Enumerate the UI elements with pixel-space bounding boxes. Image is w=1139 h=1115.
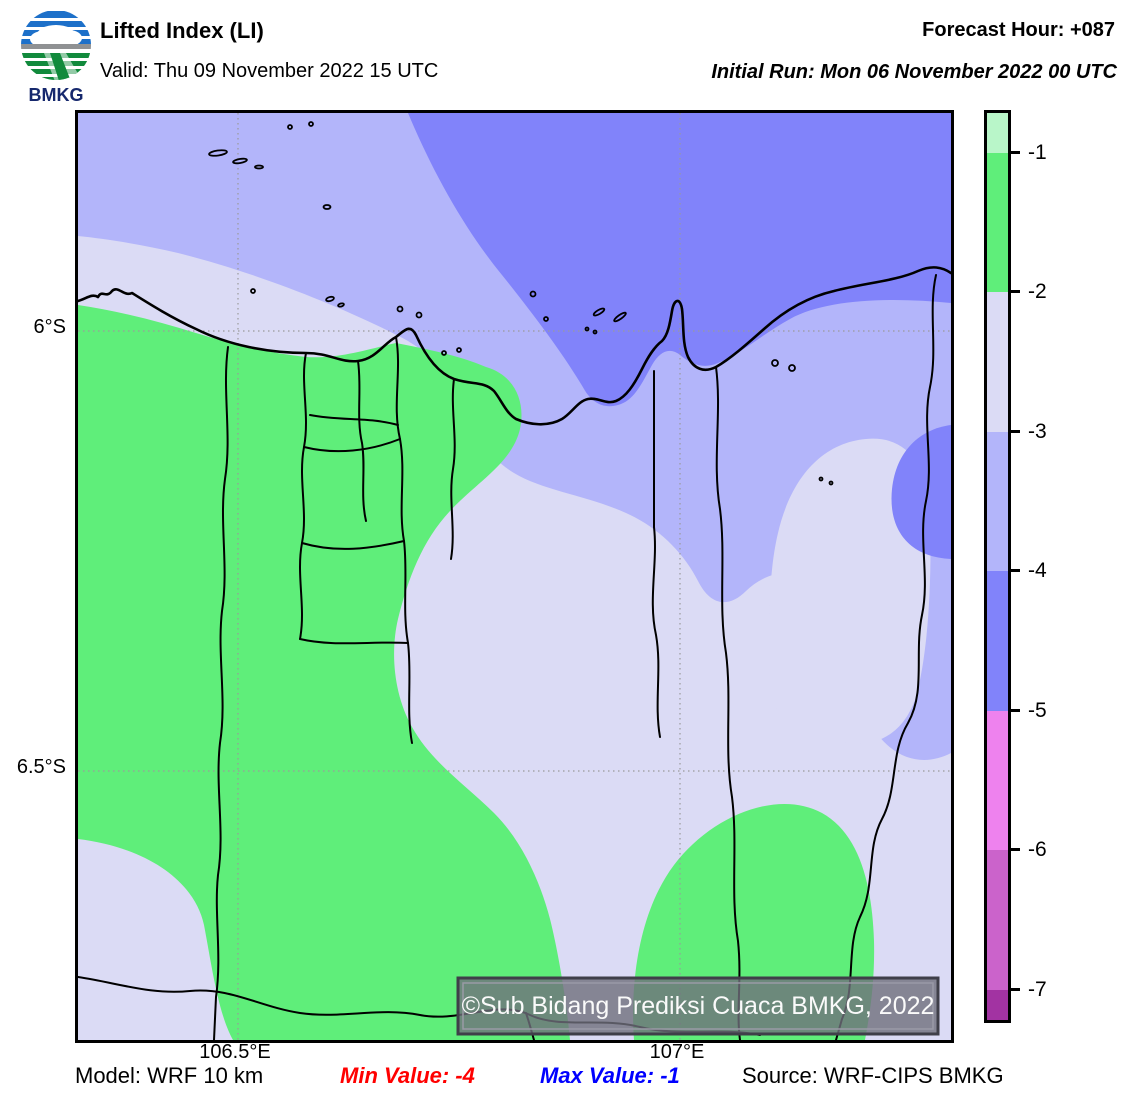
fill-blue-blob-right <box>891 425 951 559</box>
colorbar-seg-gt-1 <box>987 113 1008 153</box>
colorbar-label-1: -1 <box>1028 141 1047 164</box>
bmkg-logo: BMKG <box>14 6 98 111</box>
source-label: Source: WRF-CIPS BMKG <box>742 1063 1004 1088</box>
colorbar-seg-5-6 <box>987 711 1008 850</box>
colorbar-seg-6-7 <box>987 850 1008 990</box>
colorbar-tick-mark <box>1011 430 1020 433</box>
colorbar-label-5: -5 <box>1028 699 1047 722</box>
colorbar-seg-lt-7 <box>987 990 1008 1020</box>
max-value-label: Max Value: -1 <box>540 1063 680 1088</box>
colorbar-label-6: -6 <box>1028 838 1047 861</box>
fill-blue-top-right <box>408 113 951 407</box>
lon-tick-106-5e: 106.5°E <box>199 1041 271 1063</box>
watermark-text: ©Sub Bidang Prediksi Cuaca BMKG, 2022 <box>462 992 935 1020</box>
lat-tick-6-5s: 6.5°S <box>16 756 66 778</box>
colorbar-tick-mark <box>1011 151 1020 154</box>
colorbar-label-7: -7 <box>1028 978 1047 1001</box>
colorbar-label-2: -2 <box>1028 280 1047 303</box>
valid-time-label: Valid: Thu 09 November 2022 15 UTC <box>100 60 439 82</box>
colorbar-tick-mark <box>1011 988 1020 991</box>
page-title: Lifted Index (LI) <box>100 18 264 43</box>
islands <box>208 121 834 486</box>
bmkg-logo-graphic: BMKG <box>21 10 91 105</box>
map-canvas: ©Sub Bidang Prediksi Cuaca BMKG, 2022 <box>78 113 951 1040</box>
colorbar-seg-1-2 <box>987 153 1008 292</box>
gridlines <box>78 113 951 1040</box>
colorbar-tick-mark <box>1011 569 1020 572</box>
colorbar-seg-3-4 <box>987 432 1008 571</box>
lat-tick-6s: 6°S <box>33 316 66 338</box>
model-label: Model: WRF 10 km <box>75 1063 264 1088</box>
forecast-map: ©Sub Bidang Prediksi Cuaca BMKG, 2022 <box>75 110 954 1043</box>
colorbar <box>984 110 1011 1023</box>
colorbar-label-4: -4 <box>1028 559 1047 582</box>
colorbar-tick-mark <box>1011 290 1020 293</box>
watermark-box <box>456 976 940 1036</box>
initial-run-label: Initial Run: Mon 06 November 2022 00 UTC <box>711 61 1117 83</box>
forecast-hour-label: Forecast Hour: +087 <box>922 19 1115 41</box>
fill-green-region <box>78 305 875 1040</box>
coastline <box>78 266 951 426</box>
colorbar-label-3: -3 <box>1028 420 1047 443</box>
min-value-label: Min Value: -4 <box>340 1063 475 1088</box>
watermark: ©Sub Bidang Prediksi Cuaca BMKG, 2022 <box>456 976 940 1036</box>
fill-lavender-blob-east <box>769 438 931 744</box>
colorbar-tick-mark <box>1011 709 1020 712</box>
colorbar-tick-mark <box>1011 848 1020 851</box>
lon-tick-107e: 107°E <box>649 1041 705 1063</box>
colorbar-seg-4-5 <box>987 571 1008 711</box>
colorbar-seg-2-3 <box>987 292 1008 432</box>
logo-text: BMKG <box>29 85 84 105</box>
